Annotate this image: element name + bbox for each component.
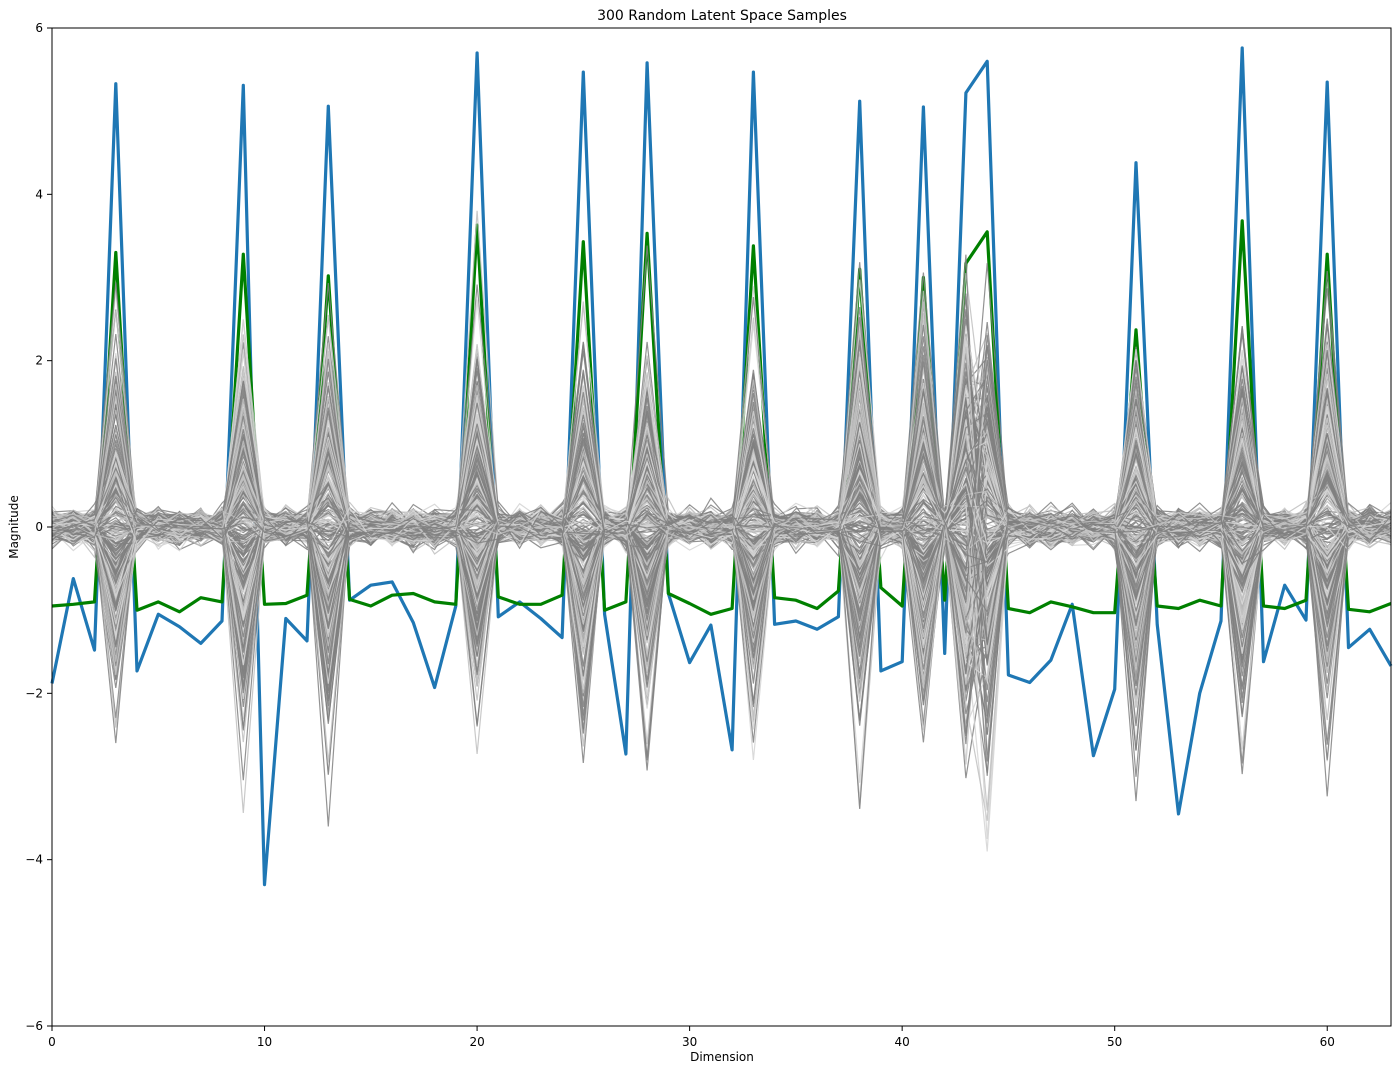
x-axis-ticks: 0 10 20 30 40 50 60 bbox=[48, 1026, 1335, 1049]
y-tick-label: −2 bbox=[25, 686, 43, 700]
y-tick-label: 6 bbox=[35, 21, 43, 35]
x-axis-label: Dimension bbox=[690, 1050, 754, 1064]
y-tick-label: 4 bbox=[35, 187, 43, 201]
x-tick-label: 20 bbox=[469, 1035, 484, 1049]
blue-series-line bbox=[50, 46, 1393, 887]
y-axis-label: Magnitude bbox=[7, 495, 21, 559]
sample-line bbox=[51, 270, 1392, 734]
sample-line bbox=[51, 365, 1392, 702]
green-series-line bbox=[51, 219, 1392, 616]
sample-line bbox=[51, 362, 1392, 638]
x-tick-label: 10 bbox=[257, 1035, 272, 1049]
y-tick-label: −6 bbox=[25, 1019, 43, 1033]
y-tick-label: 2 bbox=[35, 354, 43, 368]
random-samples-group bbox=[51, 210, 1392, 852]
x-tick-label: 60 bbox=[1320, 1035, 1335, 1049]
x-tick-label: 30 bbox=[682, 1035, 697, 1049]
sample-line bbox=[51, 383, 1392, 655]
x-tick-label: 0 bbox=[48, 1035, 56, 1049]
x-tick-label: 50 bbox=[1107, 1035, 1122, 1049]
chart-title: 300 Random Latent Space Samples bbox=[597, 8, 847, 24]
x-tick-label: 40 bbox=[895, 1035, 910, 1049]
sample-line bbox=[51, 360, 1392, 686]
sample-line bbox=[51, 471, 1392, 721]
highlighted-series-group bbox=[50, 46, 1393, 887]
y-tick-label: −4 bbox=[25, 853, 43, 867]
y-tick-label: 0 bbox=[35, 520, 43, 534]
y-axis-ticks: −6 −4 −2 0 2 4 6 bbox=[25, 21, 52, 1033]
